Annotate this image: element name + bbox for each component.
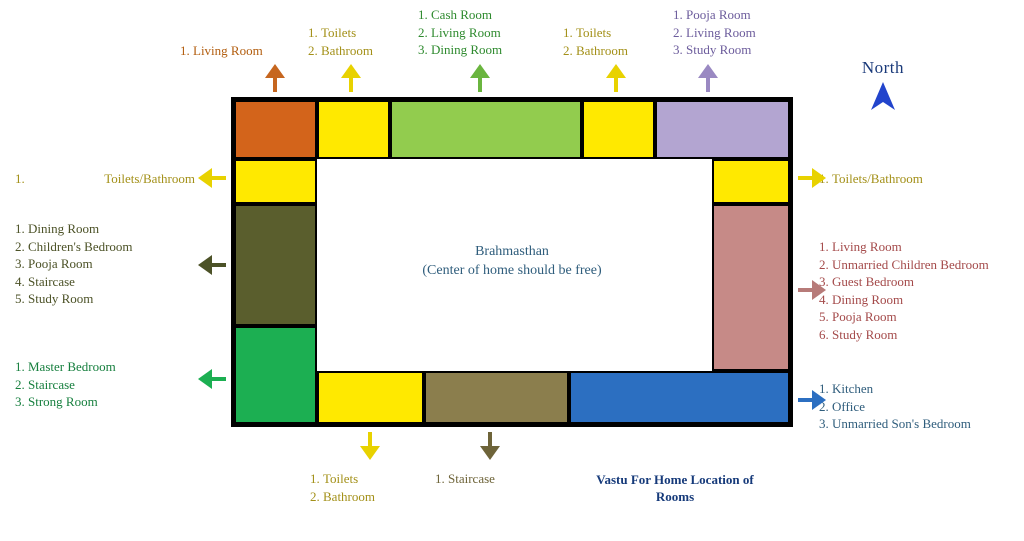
cell-s-small [317, 371, 424, 424]
zone-sw-list: Master Bedroom Staircase Strong Room [0, 358, 116, 411]
zone-n-main-list: Cash Room Living Room Dining Room [403, 6, 502, 59]
cell-n-small1 [317, 100, 390, 159]
zone-ne-list: Pooja Room Living Room Study Room [658, 6, 756, 59]
zone-e-main-list: Living Room Unmarried Children Bedroom G… [804, 238, 989, 343]
zone-w-main-list: Dining Room Children's Bedroom Pooja Roo… [0, 220, 133, 308]
floor-plan-grid: Brahmasthan (Center of home should be fr… [231, 97, 793, 427]
cell-s-large [569, 371, 790, 424]
cell-e-small [712, 159, 790, 204]
zone-n-t2-list: Toilets Bathroom [548, 24, 628, 59]
cell-e-large [712, 204, 790, 371]
zone-s-mid-list: Staircase [420, 470, 495, 488]
north-arrow-icon [869, 82, 897, 114]
diagram-title: Vastu For Home Location of Rooms [590, 472, 760, 506]
north-label: North [862, 58, 904, 78]
center-line2: (Center of home should be free) [422, 263, 601, 278]
cell-nw [234, 100, 317, 159]
cell-w-small [234, 159, 317, 204]
zone-s-t-list: Toilets Bathroom [295, 470, 375, 505]
zone-nw-list: Living Room [165, 42, 263, 60]
cell-w-large [234, 204, 317, 326]
zone-se-list: Kitchen Office Unmarried Son's Bedroom [804, 380, 971, 433]
cell-ne [655, 100, 790, 159]
north-indicator: North [862, 58, 904, 114]
zone-w-t-list: Toilets/Bathroom [0, 170, 195, 188]
zone-n-t1-list: Toilets Bathroom [293, 24, 373, 59]
cell-s-mid [424, 371, 569, 424]
cell-n-small2 [582, 100, 655, 159]
cell-n-large [390, 100, 582, 159]
vastu-diagram: Brahmasthan (Center of home should be fr… [0, 0, 1024, 541]
center-label: Brahmasthan (Center of home should be fr… [422, 243, 601, 281]
cell-sw [234, 326, 317, 424]
center-line1: Brahmasthan [475, 244, 549, 259]
